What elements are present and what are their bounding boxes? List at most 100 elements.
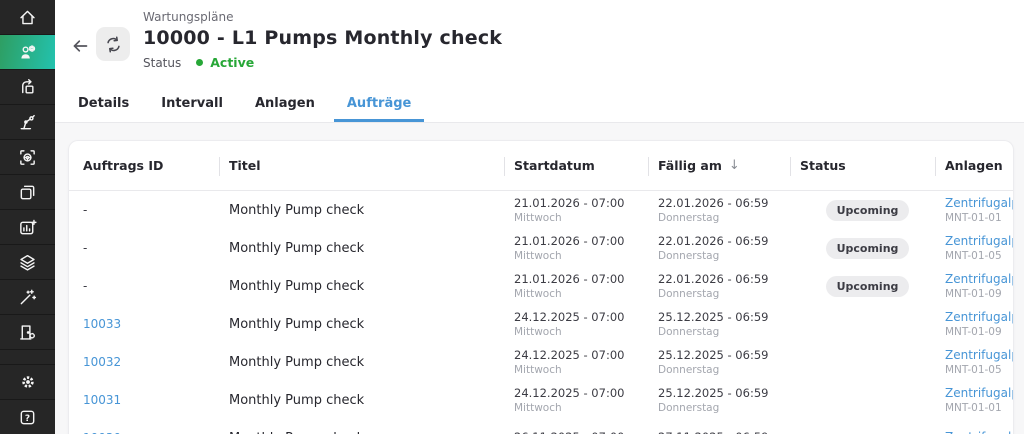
order-id-text: - — [83, 279, 88, 293]
status-badge: Upcoming — [825, 199, 910, 221]
cell-due-date: 27.11.2025 - 06:59 — [648, 419, 790, 434]
tab-auftraege[interactable]: Aufträge — [333, 88, 425, 122]
sidebar-item-maintenance[interactable] — [0, 35, 55, 69]
date-weekday: Donnerstag — [658, 326, 720, 338]
order-id-link[interactable]: 10032 — [83, 355, 122, 369]
table-row: - Monthly Pump check 21.01.2026 - 07:00 … — [69, 191, 1013, 229]
cell-order-id: 10033 — [83, 305, 219, 343]
order-id-link[interactable]: 10031 — [83, 393, 122, 407]
column-header-startdatum[interactable]: Startdatum — [504, 141, 648, 190]
date-main: 22.01.2026 - 06:59 — [658, 272, 769, 286]
column-header-anlagen[interactable]: Anlagen — [935, 141, 1013, 190]
date-weekday: Mittwoch — [514, 250, 562, 262]
cell-asset: Zentrifugalpum MNT-01-01 — [935, 381, 1013, 419]
date-weekday: Mittwoch — [514, 288, 562, 300]
column-header-faellig-am[interactable]: Fällig am ↓ — [648, 141, 790, 190]
asset-link[interactable]: Zentrifugalpum — [945, 386, 1013, 400]
date-main: 21.01.2026 - 07:00 — [514, 234, 625, 248]
tab-details[interactable]: Details — [78, 96, 130, 111]
order-title: Monthly Pump check — [229, 278, 365, 294]
cell-status — [790, 419, 935, 434]
cell-status: Upcoming — [790, 229, 935, 267]
table-header-row: Auftrags ID Titel Startdatum Fällig am ↓… — [69, 141, 1013, 191]
process-redo-icon — [22, 78, 34, 94]
column-header-status[interactable]: Status — [790, 141, 935, 190]
page-header: Wartungspläne 10000 - L1 Pumps Monthly c… — [55, 0, 1024, 88]
table-row: - Monthly Pump check 21.01.2026 - 07:00 … — [69, 267, 1013, 305]
table-body: - Monthly Pump check 21.01.2026 - 07:00 … — [69, 191, 1013, 434]
sidebar-item-exit-config[interactable] — [0, 315, 55, 349]
date-main: 24.12.2025 - 07:00 — [514, 348, 625, 362]
cell-order-id: 10032 — [83, 343, 219, 381]
asset-code: MNT-01-05 — [945, 364, 1002, 376]
help-icon: ? — [20, 410, 35, 424]
order-title: Monthly Pump check — [229, 354, 365, 370]
order-id-link[interactable]: 10033 — [83, 317, 122, 331]
cell-asset: Zentrifugalpum MNT-01-09 — [935, 305, 1013, 343]
cell-start-date: 24.12.2025 - 07:00 Mittwoch — [504, 343, 648, 381]
magic-wand-icon — [20, 289, 37, 304]
tabbar: Details Intervall Anlagen Aufträge — [55, 88, 1024, 123]
cell-due-date: 25.12.2025 - 06:59 Donnerstag — [648, 343, 790, 381]
cell-due-date: 25.12.2025 - 06:59 Donnerstag — [648, 381, 790, 419]
column-header-titel[interactable]: Titel — [219, 141, 504, 190]
chart-add-icon — [20, 219, 37, 234]
asset-link[interactable]: Zentrifugalpum — [945, 196, 1013, 210]
orders-card: Auftrags ID Titel Startdatum Fällig am ↓… — [68, 140, 1014, 434]
sidebar-item-robots[interactable] — [0, 105, 55, 139]
asset-code: MNT-01-09 — [945, 326, 1002, 338]
main-area: Wartungspläne 10000 - L1 Pumps Monthly c… — [55, 0, 1024, 434]
cell-asset: Zentrifugalpum MNT-01-01 — [935, 191, 1013, 229]
cell-due-date: 22.01.2026 - 06:59 Donnerstag — [648, 191, 790, 229]
layers-icon — [20, 254, 35, 271]
date-main: 21.01.2026 - 07:00 — [514, 196, 625, 210]
asset-link[interactable]: Zentrifugalpum — [945, 234, 1013, 248]
date-main: 21.01.2026 - 07:00 — [514, 272, 625, 286]
cell-status — [790, 305, 935, 343]
door-settings-icon — [20, 324, 35, 340]
cell-title: Monthly Pump check — [219, 381, 504, 419]
asset-link[interactable]: Zentrifugalpum — [945, 310, 1013, 324]
asset-link[interactable]: Zentrifugalpum — [945, 272, 1013, 286]
status-badge: Upcoming — [825, 275, 910, 297]
tab-anlagen[interactable]: Anlagen — [254, 96, 315, 111]
sidebar-item-processes[interactable] — [0, 70, 55, 104]
asset-code: MNT-01-09 — [945, 288, 1002, 300]
cell-due-date: 22.01.2026 - 06:59 Donnerstag — [648, 267, 790, 305]
cell-asset: Zentrifugalpum MNT-01-05 — [935, 343, 1013, 381]
sidebar-item-machines[interactable] — [0, 140, 55, 174]
date-weekday: Donnerstag — [658, 212, 720, 224]
sidebar-item-home[interactable] — [0, 0, 55, 34]
cell-order-id: 10030 — [83, 419, 219, 434]
order-title: Monthly Pump check — [229, 240, 365, 256]
robot-arm-icon — [20, 114, 35, 129]
asset-link[interactable]: Zentrifugalpum — [945, 348, 1013, 362]
table-row: 10031 Monthly Pump check 24.12.2025 - 07… — [69, 381, 1013, 419]
status-row: Status Active — [143, 55, 502, 70]
column-header-auftrags-id[interactable]: Auftrags ID — [83, 158, 164, 173]
cell-title: Monthly Pump check — [219, 419, 504, 434]
asset-code: MNT-01-01 — [945, 212, 1002, 224]
order-id-link[interactable]: 10030 — [83, 431, 219, 434]
refresh-button[interactable] — [96, 27, 130, 61]
cell-start-date: 24.12.2025 - 07:00 Mittwoch — [504, 381, 648, 419]
asset-link[interactable]: Zentrifugalpum — [945, 430, 1013, 434]
date-main: 25.12.2025 - 06:59 — [658, 348, 769, 362]
sidebar-item-help[interactable]: ? — [0, 400, 55, 434]
cell-order-id: - — [83, 229, 219, 267]
sidebar-item-reports[interactable] — [0, 210, 55, 244]
cell-order-id: 10031 — [83, 381, 219, 419]
arrow-left-icon — [73, 40, 88, 52]
sidebar-item-automation[interactable] — [0, 280, 55, 314]
date-weekday: Donnerstag — [658, 402, 720, 414]
asset-code: MNT-01-05 — [945, 250, 1002, 262]
cell-asset: Zentrifugalpum — [935, 419, 1013, 434]
cell-title: Monthly Pump check — [219, 267, 504, 305]
sidebar-item-settings[interactable] — [0, 365, 55, 399]
sidebar-item-applications[interactable] — [0, 175, 55, 209]
sidebar-item-layers[interactable] — [0, 245, 55, 279]
tab-intervall[interactable]: Intervall — [161, 96, 223, 111]
back-button[interactable] — [68, 35, 92, 57]
order-id-text: - — [83, 241, 88, 255]
date-weekday: Mittwoch — [514, 326, 562, 338]
